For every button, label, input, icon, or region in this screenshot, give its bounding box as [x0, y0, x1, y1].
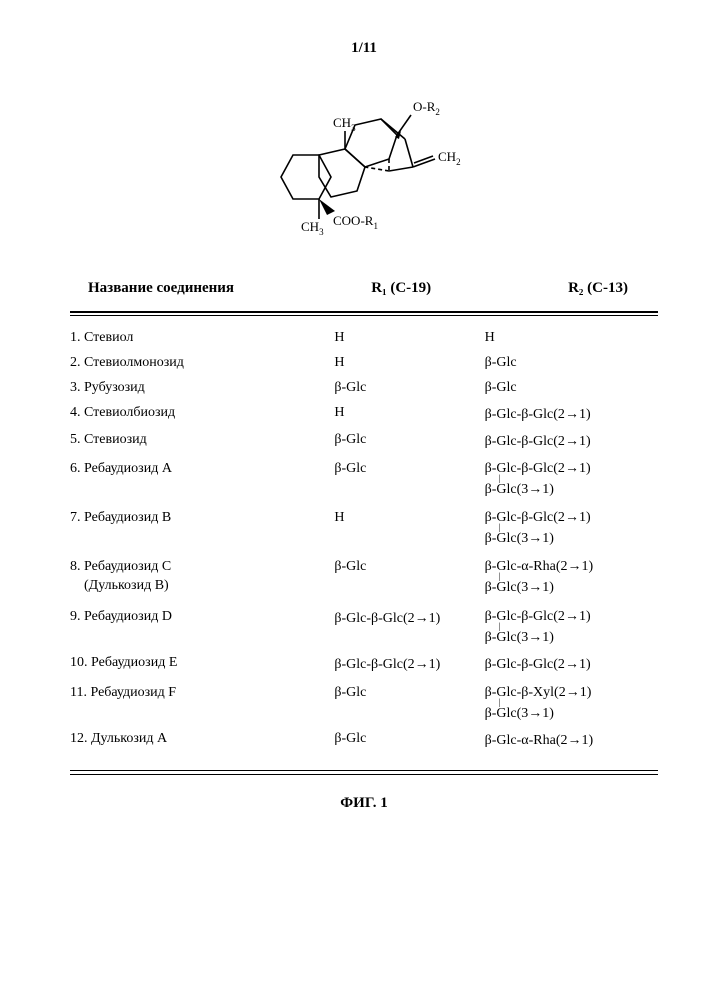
svg-text:COO-R1: COO-R1 [333, 213, 378, 231]
r1-value: β-Glc [324, 684, 484, 721]
table-row: 6. Ребаудиозид Aβ-Glcβ-Glc-β-Glc(2→1)|β-… [70, 454, 658, 503]
r1-value: β-Glc [324, 460, 484, 497]
compound-name: 10. Ребаудиозид E [70, 654, 324, 675]
r2-value: β-Glc [485, 354, 658, 373]
figure-caption: ФИГ. 1 [70, 795, 658, 812]
table-row: 4. СтевиолбиозидHβ-Glc-β-Glc(2→1) [70, 401, 658, 428]
rule-bottom-1 [70, 770, 658, 771]
r2-value: β-Glc-β-Glc(2→1) [485, 654, 658, 675]
compound-name: 6. Ребаудиозид A [70, 460, 324, 497]
compound-name: 3. Рубузозид [70, 379, 324, 398]
svg-text:CH3: CH3 [333, 115, 356, 133]
r1-value: β-Glc [324, 558, 484, 596]
table-header-row: Название соединения R₁ (C-19) R₂ (C-13) [70, 272, 658, 307]
table-row: 5. Стевиозидβ-Glcβ-Glc-β-Glc(2→1) [70, 428, 658, 455]
header-r2: R₂ (C-13) [477, 280, 658, 297]
r2-value: β-Glc-β-Glc(2→1)|β-Glc(3→1) [485, 509, 658, 546]
r2-value: β-Glc-β-Glc(2→1) [485, 431, 658, 452]
molecule-svg: O-R2 CH3 CH2 CH3 COO-R1 [249, 77, 479, 247]
compound-name: 11. Ребаудиозид F [70, 684, 324, 721]
table-row: 12. Дулькозид Aβ-Glcβ-Glc-α-Rha(2→1) [70, 727, 658, 754]
compound-name: 5. Стевиозид [70, 431, 324, 452]
r1-value: H [324, 509, 484, 546]
table-row: 9. Ребаудиозид Dβ-Glc-β-Glc(2→1)β-Glc-β-… [70, 602, 658, 651]
table-body: 1. СтевиолHH2. СтевиолмонозидHβ-Glc3. Ру… [70, 316, 658, 754]
svg-text:O-R2: O-R2 [413, 99, 440, 117]
header-name: Название соединения [70, 280, 326, 297]
compound-name: 9. Ребаудиозид D [70, 608, 324, 645]
compound-name: 1. Стевиол [70, 329, 324, 348]
r2-value: β-Glc-α-Rha(2→1)|β-Glc(3→1) [485, 558, 658, 596]
table-row: 1. СтевиолHH [70, 326, 658, 351]
r2-value: H [485, 329, 658, 348]
compounds-table: Название соединения R₁ (C-19) R₂ (C-13) … [70, 272, 658, 775]
svg-text:CH2: CH2 [438, 149, 461, 167]
r2-value: β-Glc-β-Xyl(2→1)|β-Glc(3→1) [485, 684, 658, 721]
chemical-structure: O-R2 CH3 CH2 CH3 COO-R1 [70, 77, 658, 252]
r1-value: β-Glc-β-Glc(2→1) [324, 654, 484, 675]
r1-value: β-Glc-β-Glc(2→1) [324, 608, 484, 645]
r2-value: β-Glc-β-Glc(2→1)|β-Glc(3→1) [485, 608, 658, 645]
svg-text:CH3: CH3 [301, 219, 324, 237]
table-row: 7. Ребаудиозид BHβ-Glc-β-Glc(2→1)|β-Glc(… [70, 503, 658, 552]
table-row: 11. Ребаудиозид Fβ-Glcβ-Glc-β-Xyl(2→1)|β… [70, 678, 658, 727]
page-number: 1/11 [70, 40, 658, 57]
r1-value: H [324, 354, 484, 373]
compound-name: 12. Дулькозид A [70, 730, 324, 751]
r1-value: β-Glc [324, 379, 484, 398]
r2-value: β-Glc-β-Glc(2→1)|β-Glc(3→1) [485, 460, 658, 497]
table-row: 10. Ребаудиозид Eβ-Glc-β-Glc(2→1)β-Glc-β… [70, 651, 658, 678]
compound-name: 8. Ребаудиозид C(Дулькозид B) [70, 558, 324, 596]
r1-value: H [324, 404, 484, 425]
table-row: 2. СтевиолмонозидHβ-Glc [70, 351, 658, 376]
r2-value: β-Glc-β-Glc(2→1) [485, 404, 658, 425]
r2-value: β-Glc-α-Rha(2→1) [485, 730, 658, 751]
table-row: 8. Ребаудиозид C(Дулькозид B)β-Glcβ-Glc-… [70, 552, 658, 602]
compound-name: 4. Стевиолбиозид [70, 404, 324, 425]
r1-value: β-Glc [324, 730, 484, 751]
header-r1: R₁ (C-19) [326, 280, 477, 297]
table-row: 3. Рубузозидβ-Glcβ-Glc [70, 376, 658, 401]
r1-value: β-Glc [324, 431, 484, 452]
rule-top [70, 311, 658, 313]
rule-bottom-2 [70, 774, 658, 775]
r1-value: H [324, 329, 484, 348]
compound-name: 2. Стевиолмонозид [70, 354, 324, 373]
compound-name: 7. Ребаудиозид B [70, 509, 324, 546]
r2-value: β-Glc [485, 379, 658, 398]
